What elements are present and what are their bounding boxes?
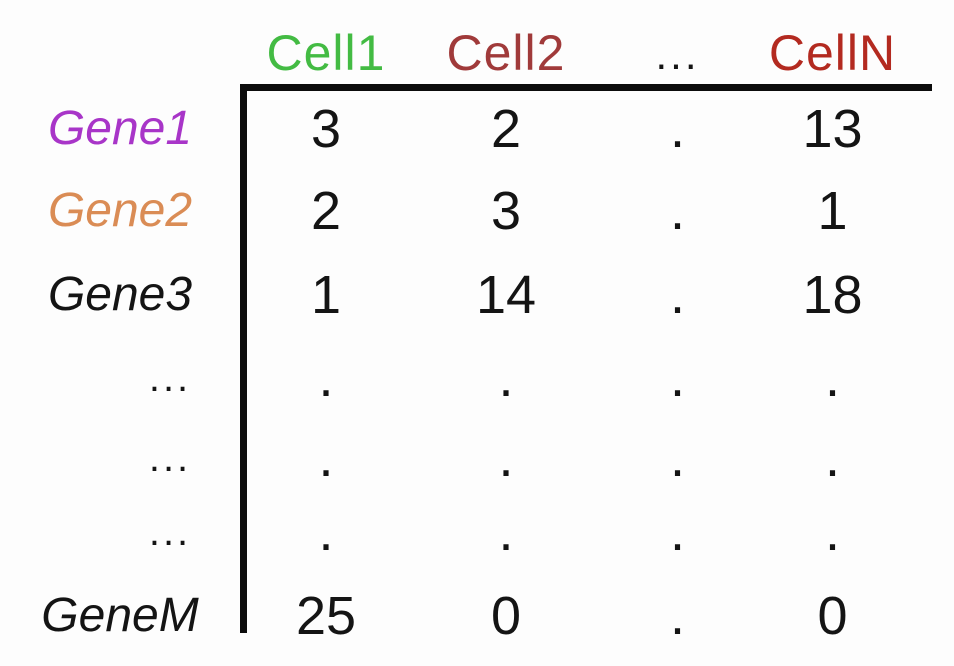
matrix-cell: 1 [817, 181, 848, 241]
matrix-cell: 0 [817, 586, 848, 646]
matrix-cell: . [824, 428, 840, 488]
matrix-cell: . [498, 348, 514, 408]
matrix-cell: 1 [310, 265, 342, 325]
row-label-gene1: Gene1 [47, 102, 193, 155]
matrix-grid: Cell1 Cell2 ... CellN Gene1 3 2 . 13 Gen… [0, 0, 897, 646]
matrix-cell: 14 [475, 265, 537, 325]
row-label-ellipsis-1: ... [148, 356, 192, 400]
column-header-cell1: Cell1 [266, 25, 386, 81]
row-label-gene2: Gene2 [47, 184, 193, 237]
matrix-cell: 3 [310, 99, 342, 159]
matrix-cell: . [669, 265, 685, 325]
row-label-ellipsis-2: ... [148, 436, 192, 480]
matrix-cell: . [498, 428, 514, 488]
matrix-cell: 0 [490, 586, 522, 646]
matrix-cell: 25 [295, 586, 357, 646]
matrix-cell: 2 [490, 99, 522, 159]
matrix-cell: . [669, 348, 685, 408]
matrix-cell: 2 [310, 181, 342, 241]
matrix-cell: . [498, 502, 514, 562]
column-header-cellN: CellN [768, 25, 897, 81]
matrix-top-border-line [240, 84, 932, 91]
row-label-genem: GeneM [41, 589, 199, 642]
matrix-cell: . [669, 99, 685, 159]
matrix-cell: 3 [490, 181, 522, 241]
column-header-cell2: Cell2 [446, 25, 566, 81]
column-header-ellipsis: ... [655, 31, 700, 78]
matrix-cell: . [824, 348, 840, 408]
corner-spacer [0, 0, 240, 88]
matrix-cell: . [318, 428, 334, 488]
matrix-cell: . [669, 502, 685, 562]
matrix-cell: . [669, 586, 685, 646]
matrix-cell: . [318, 502, 334, 562]
matrix-cell: 13 [802, 99, 863, 159]
matrix-cell: . [669, 181, 685, 241]
row-label-ellipsis-3: ... [148, 510, 192, 554]
matrix-cell: . [318, 348, 334, 408]
row-label-gene3: Gene3 [47, 268, 193, 321]
matrix-cell: 18 [802, 265, 863, 325]
matrix-cell: . [824, 502, 840, 562]
matrix-left-border-line [240, 84, 247, 633]
matrix-cell: . [669, 428, 685, 488]
